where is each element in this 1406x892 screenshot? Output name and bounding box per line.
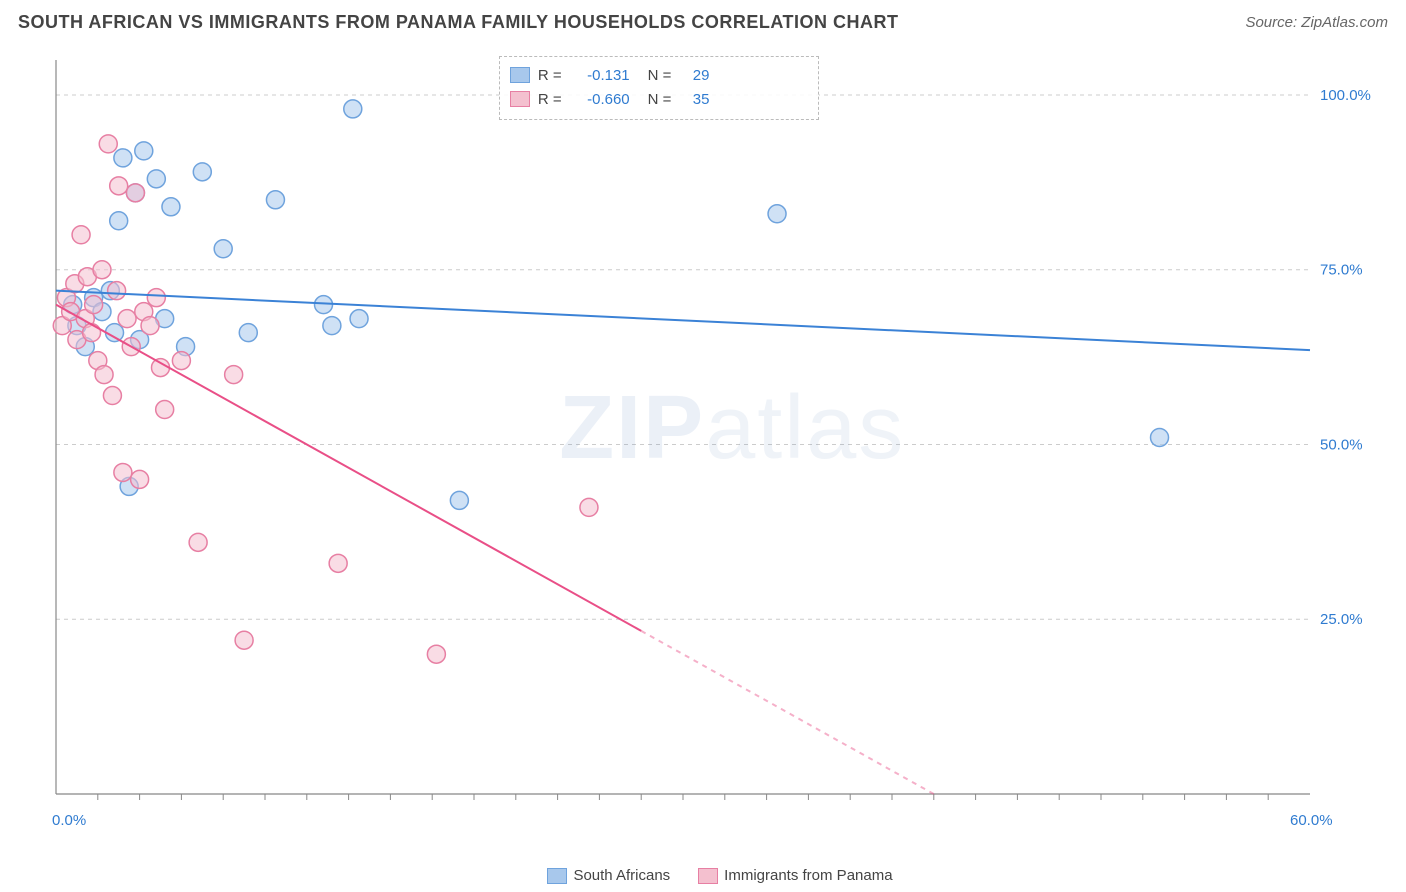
- legend-item: South Africans: [547, 867, 670, 884]
- x-axis-max-label: 60.0%: [1290, 812, 1333, 829]
- data-point: [214, 240, 232, 258]
- data-point: [147, 289, 165, 307]
- stats-r-label: R =: [538, 91, 562, 108]
- data-point: [108, 282, 126, 300]
- stats-n-value: 35: [679, 91, 709, 108]
- data-point: [103, 387, 121, 405]
- data-point: [131, 470, 149, 488]
- data-point: [329, 554, 347, 572]
- data-point: [126, 184, 144, 202]
- legend-label: Immigrants from Panama: [724, 867, 892, 884]
- stats-n-label: N =: [648, 91, 672, 108]
- stats-r-label: R =: [538, 67, 562, 84]
- data-point: [114, 149, 132, 167]
- data-point: [83, 324, 101, 342]
- data-point: [110, 177, 128, 195]
- data-point: [135, 142, 153, 160]
- data-point: [162, 198, 180, 216]
- data-point: [239, 324, 257, 342]
- data-point: [141, 317, 159, 335]
- data-point: [1151, 428, 1169, 446]
- data-point: [72, 226, 90, 244]
- bottom-legend: South Africans Immigrants from Panama: [50, 867, 1390, 884]
- data-point: [193, 163, 211, 181]
- chart-source: Source: ZipAtlas.com: [1245, 14, 1388, 31]
- stats-r-value: -0.131: [570, 67, 630, 84]
- data-point: [344, 100, 362, 118]
- legend-swatch: [547, 868, 567, 884]
- y-tick-label: 75.0%: [1320, 262, 1363, 279]
- y-tick-label: 50.0%: [1320, 436, 1363, 453]
- data-point: [152, 359, 170, 377]
- data-point: [580, 498, 598, 516]
- legend-swatch: [698, 868, 718, 884]
- data-point: [114, 463, 132, 481]
- chart-title: SOUTH AFRICAN VS IMMIGRANTS FROM PANAMA …: [18, 12, 899, 33]
- stats-row: R = -0.660 N = 35: [510, 87, 804, 111]
- scatter-svg: 25.0% 50.0% 75.0% 100.0%: [50, 54, 1390, 824]
- title-bar: SOUTH AFRICAN VS IMMIGRANTS FROM PANAMA …: [0, 0, 1406, 44]
- stats-n-value: 29: [679, 67, 709, 84]
- stats-row: R = -0.131 N = 29: [510, 63, 804, 87]
- data-point: [189, 533, 207, 551]
- data-point: [450, 491, 468, 509]
- data-point: [427, 645, 445, 663]
- data-point: [768, 205, 786, 223]
- data-point: [118, 310, 136, 328]
- stats-r-value: -0.660: [570, 91, 630, 108]
- data-point: [323, 317, 341, 335]
- data-point: [315, 296, 333, 314]
- y-tick-label: 25.0%: [1320, 611, 1363, 628]
- data-point: [172, 352, 190, 370]
- data-point: [225, 366, 243, 384]
- y-tick-label: 100.0%: [1320, 87, 1371, 104]
- data-point: [99, 135, 117, 153]
- data-point: [110, 212, 128, 230]
- data-point: [147, 170, 165, 188]
- data-point: [93, 261, 111, 279]
- data-point: [85, 296, 103, 314]
- legend-swatch: [510, 67, 530, 83]
- data-point: [156, 401, 174, 419]
- legend-swatch: [510, 91, 530, 107]
- data-point: [266, 191, 284, 209]
- data-point: [235, 631, 253, 649]
- legend-label: South Africans: [573, 867, 670, 884]
- data-point: [106, 324, 124, 342]
- data-point: [95, 366, 113, 384]
- stats-n-label: N =: [648, 67, 672, 84]
- chart-plot-area: 25.0%50.0%75.0%100.0% ZIPatlas R =-0.131…: [50, 54, 1390, 824]
- x-axis-zero-label: 0.0%: [52, 812, 86, 829]
- stats-legend-box: R = -0.131 N = 29 R = -0.660 N = 35: [499, 56, 819, 120]
- legend-item: Immigrants from Panama: [698, 867, 892, 884]
- data-point: [350, 310, 368, 328]
